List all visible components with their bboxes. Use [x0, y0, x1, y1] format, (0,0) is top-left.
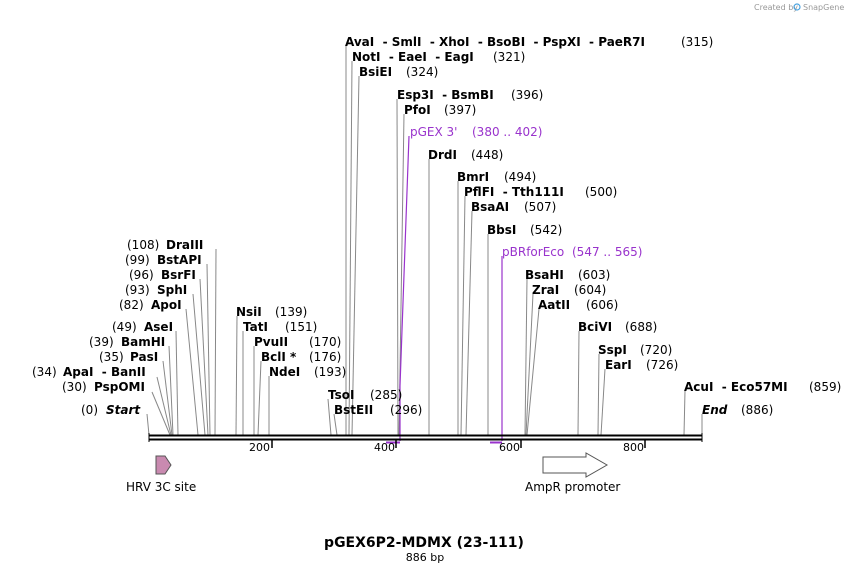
site-esp3i[interactable]: Esp3I - BsmBI [397, 88, 494, 102]
site-asei-pos: (49) [112, 320, 137, 334]
site-bsaai-pos: (507) [524, 200, 556, 214]
site-sphi[interactable]: SphI [157, 283, 187, 297]
site-bsrfi-pos: (96) [129, 268, 154, 282]
site-sphi-pos: (93) [125, 283, 150, 297]
site-noti-pos: (321) [493, 50, 525, 64]
site-bmri[interactable]: BmrI [457, 170, 489, 184]
site-start-pos: (0) [81, 403, 98, 417]
site-bsiei[interactable]: BsiEI [359, 65, 392, 79]
site-apai-pos: (34) [32, 365, 57, 379]
site-tati[interactable]: TatI [243, 320, 268, 334]
site-tati-pos: (151) [285, 320, 317, 334]
site-bamhi-pos: (39) [89, 335, 114, 349]
right-site-labels: NsiI (139) TatI (151) PvuII (170) BclI *… [236, 35, 841, 417]
site-bsahi[interactable]: BsaHI [525, 268, 564, 282]
site-ndei[interactable]: NdeI [269, 365, 300, 379]
plasmid-size: 886 bp [406, 551, 444, 564]
site-avai[interactable]: AvaI - SmlI - XhoI - BsoBI - PspXI - Pae… [345, 35, 645, 49]
snapgene-logo-icon [793, 3, 801, 11]
left-site-labels: (0) Start (30) PspOMI (34) ApaI - BanII … [32, 238, 203, 417]
site-apoi-pos: (82) [119, 298, 144, 312]
primer-labels: pGEX 3' (380 .. 402) pBRforEco (547 .. 5… [410, 125, 642, 259]
site-draiii[interactable]: DraIII [166, 238, 203, 252]
site-pfoi-pos: (397) [444, 103, 476, 117]
site-asei[interactable]: AseI [144, 320, 173, 334]
tick-600: 600 [499, 441, 520, 454]
site-pflfi[interactable]: PflFI - Tth111I [464, 185, 564, 199]
site-apai[interactable]: ApaI - BanII [63, 365, 146, 379]
site-bbsi-pos: (542) [530, 223, 562, 237]
site-drdi[interactable]: DrdI [428, 148, 457, 162]
site-aatii-pos: (606) [586, 298, 618, 312]
site-nsii-pos: (139) [275, 305, 307, 319]
site-drdi-pos: (448) [471, 148, 503, 162]
site-pspomi-pos: (30) [62, 380, 87, 394]
primer-pbrforeco-range: (547 .. 565) [572, 245, 642, 259]
site-zrai-pos: (604) [574, 283, 606, 297]
site-start[interactable]: Start [106, 403, 141, 417]
site-end[interactable]: End [702, 403, 728, 417]
site-bcli-pos: (176) [309, 350, 341, 364]
ampr-promoter-arrow[interactable] [542, 452, 609, 478]
site-bstapi-pos: (99) [125, 253, 150, 267]
site-bmri-pos: (494) [504, 170, 536, 184]
site-bamhi[interactable]: BamHI [121, 335, 165, 349]
site-noti[interactable]: NotI - EaeI - EagI [352, 50, 474, 64]
site-bsteii[interactable]: BstEII [334, 403, 373, 417]
site-ndei-pos: (193) [314, 365, 346, 379]
tick-800: 800 [623, 441, 644, 454]
primer-pbrforeco[interactable]: pBRforEco [502, 245, 564, 259]
site-pvuii-pos: (170) [309, 335, 341, 349]
site-pspomi[interactable]: PspOMI [94, 380, 145, 394]
site-tsoi-pos: (285) [370, 388, 402, 402]
site-draiii-pos: (108) [127, 238, 159, 252]
site-pfoi[interactable]: PfoI [404, 103, 431, 117]
site-pflfi-pos: (500) [585, 185, 617, 199]
site-sspi-pos: (720) [640, 343, 672, 357]
site-avai-pos: (315) [681, 35, 713, 49]
site-bsaai[interactable]: BsaAI [471, 200, 509, 214]
site-zrai[interactable]: ZraI [532, 283, 559, 297]
site-bcivi[interactable]: BciVI [578, 320, 612, 334]
backbone [148, 433, 703, 442]
site-bstapi[interactable]: BstAPI [157, 253, 202, 267]
site-sspi[interactable]: SspI [598, 343, 627, 357]
primer-pgex3[interactable]: pGEX 3' [410, 125, 457, 139]
site-bcivi-pos: (688) [625, 320, 657, 334]
site-bcli[interactable]: BclI * [261, 350, 297, 364]
site-apoi[interactable]: ApoI [151, 298, 182, 312]
site-bsrfi[interactable]: BsrFI [161, 268, 196, 282]
site-bbsi[interactable]: BbsI [487, 223, 516, 237]
site-bsteii-pos: (296) [390, 403, 422, 417]
axis-tick-marks [271, 440, 646, 448]
site-pvuii[interactable]: PvuII [254, 335, 288, 349]
plasmid-title: pGEX6P2-MDMX (23-111) [324, 535, 524, 551]
tick-200: 200 [249, 441, 270, 454]
primer-leaders [399, 135, 503, 441]
credit-brand: SnapGene [803, 3, 844, 12]
site-esp3i-pos: (396) [511, 88, 543, 102]
feature-ampr-promoter[interactable]: AmpR promoter [525, 480, 620, 494]
leader-lines [146, 46, 703, 436]
site-bsahi-pos: (603) [578, 268, 610, 282]
site-aatii[interactable]: AatII [538, 298, 570, 312]
site-bsiei-pos: (324) [406, 65, 438, 79]
site-pasi-pos: (35) [99, 350, 124, 364]
site-nsii[interactable]: NsiI [236, 305, 262, 319]
feature-hrv-3c-site[interactable]: HRV 3C site [126, 480, 196, 494]
credit-text: Created by [754, 3, 798, 12]
site-tsoi[interactable]: TsoI [328, 388, 354, 402]
tick-400: 400 [374, 441, 395, 454]
primer-pgex3-range: (380 .. 402) [472, 125, 542, 139]
site-eari[interactable]: EarI [605, 358, 632, 372]
hrv-3c-site-arrow[interactable] [155, 455, 172, 475]
site-acui[interactable]: AcuI - Eco57MI [684, 380, 788, 394]
site-end-pos: (886) [741, 403, 773, 417]
site-pasi[interactable]: PasI [130, 350, 158, 364]
site-acui-pos: (859) [809, 380, 841, 394]
site-eari-pos: (726) [646, 358, 678, 372]
